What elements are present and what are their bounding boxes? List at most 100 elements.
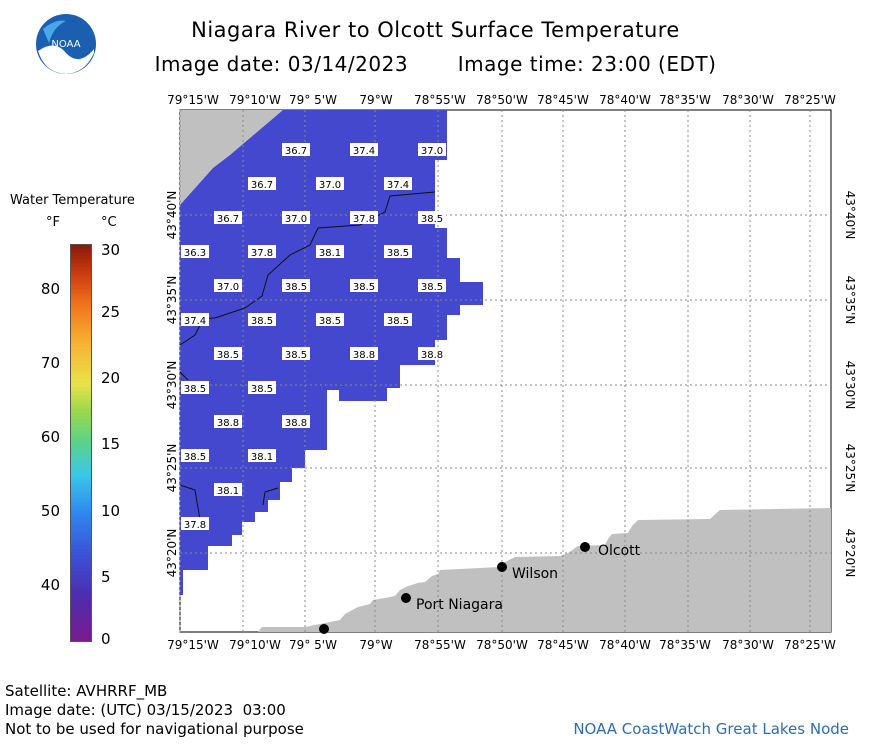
latitude-labels-left: 43°40'N 43°35'N 43°30'N 43°25'N 43°20'N (165, 191, 179, 578)
longitude-label: 78°45'W (537, 638, 589, 652)
f-tick-50: 50 (40, 502, 60, 520)
temperature-value: 38.5 (387, 316, 409, 327)
temperature-label-box (248, 449, 276, 462)
temperature-label-box (350, 279, 378, 292)
c-tick-30: 30 (101, 241, 121, 259)
temperature-label-box (214, 279, 242, 292)
town-marker-port-niagara (401, 593, 411, 603)
temperature-label-box (248, 177, 276, 190)
longitude-label: 78°45'W (537, 93, 589, 107)
logo-text: NOAA (51, 39, 80, 50)
f-tick-80: 80 (40, 280, 60, 298)
temperature-label-box (316, 245, 344, 258)
latitude-label: 43°35'N (165, 276, 179, 325)
temperature-value: 38.5 (285, 282, 307, 293)
f-tick-40: 40 (40, 576, 60, 594)
temperature-value: 38.1 (251, 452, 273, 463)
temperature-label-box (181, 245, 209, 258)
f-tick-60: 60 (40, 428, 60, 446)
utc-date-label: Image date: (UTC) 03/15/2023 03:00 (5, 701, 286, 719)
temperature-value: 37.0 (217, 282, 239, 293)
longitude-labels-top: 79°15'W 79°10'W 79° 5'W 79°W 78°55'W 78°50'W 7… (167, 93, 836, 107)
temperature-label-box (282, 279, 310, 292)
town-label-olcott: Olcott (598, 543, 641, 559)
noaa-logo: NOAA (35, 13, 97, 75)
c-tick-5: 5 (101, 568, 111, 586)
temperature-value: 37.8 (353, 214, 375, 225)
latitude-labels-right: 43°40'N 43°35'N 43°30'N 43°25'N 43°20'N (843, 191, 857, 578)
temperature-label-box (214, 415, 242, 428)
temperature-value: 36.7 (251, 180, 273, 191)
temperature-value: 38.5 (353, 282, 375, 293)
temperature-label-box (214, 211, 242, 224)
longitude-label: 79° 5'W (289, 638, 337, 652)
temperature-value: 37.4 (184, 316, 206, 327)
temperature-label-box (214, 347, 242, 360)
temperature-label-box (384, 177, 412, 190)
latitude-label: 43°25'N (165, 444, 179, 493)
longitude-label: 78°25'W (784, 638, 836, 652)
temperature-label-box (418, 347, 446, 360)
temperature-value: 37.4 (387, 180, 409, 191)
disclaimer: Not to be used for navigational purpose (5, 720, 304, 738)
latitude-label: 43°35'N (843, 276, 857, 325)
latitude-label: 43°20'N (843, 529, 857, 578)
border-line (179, 191, 436, 321)
town-label-port-niagara: Port Niagara (416, 597, 503, 613)
temperature-value: 38.8 (353, 350, 375, 361)
temperature-value: 38.1 (217, 486, 239, 497)
temperature-label-box (350, 347, 378, 360)
latitude-label: 43°40'N (843, 191, 857, 240)
temperature-label-box (248, 245, 276, 258)
longitude-label: 79°W (359, 638, 392, 652)
legend-unit-f: °F (46, 215, 60, 230)
longitude-label: 78°50'W (476, 638, 528, 652)
longitude-label: 78°55'W (414, 638, 466, 652)
town-marker (319, 624, 329, 634)
longitude-label: 79° 5'W (289, 93, 337, 107)
legend-title: Water Temperature (10, 193, 135, 208)
longitude-label: 78°30'W (722, 638, 774, 652)
temperature-value: 38.5 (421, 214, 443, 225)
image-time: Image time: 23:00 (EDT) (457, 52, 717, 76)
c-tick-10: 10 (101, 502, 121, 520)
temperature-value: 38.1 (319, 248, 341, 259)
longitude-label: 78°25'W (784, 93, 836, 107)
temperature-value: 38.5 (184, 384, 206, 395)
latitude-label: 43°25'N (843, 444, 857, 493)
temperature-value: 37.0 (421, 146, 443, 157)
temperature-value: 38.8 (217, 418, 239, 429)
town-marker-olcott (580, 542, 590, 552)
image-date-time: Image date: 03/14/2023 Image time: 23:00… (0, 52, 871, 76)
image-date: Image date: 03/14/2023 (154, 52, 409, 76)
longitude-label: 78°35'W (659, 638, 711, 652)
longitude-labels-bottom: 79°15'W 79°10'W 79° 5'W 79°W 78°55'W 78°50'W 7… (167, 638, 836, 652)
temperature-label-box (248, 313, 276, 326)
f-tick-70: 70 (40, 354, 60, 372)
temperature-label-box (248, 381, 276, 394)
latitude-label: 43°30'N (843, 361, 857, 410)
towns: Port Niagara Wilson Olcott (319, 542, 641, 634)
coastwatch-node: NOAA CoastWatch Great Lakes Node (573, 720, 849, 738)
longitude-label: 78°55'W (414, 93, 466, 107)
temperature-value: 38.8 (285, 418, 307, 429)
temperature-value: 36.7 (285, 146, 307, 157)
temperature-value: 37.0 (319, 180, 341, 191)
temperature-value: 38.5 (251, 316, 273, 327)
temperature-value: 37.8 (251, 248, 273, 259)
temperature-value: 36.3 (184, 248, 206, 259)
temperature-label-box (282, 347, 310, 360)
temperature-label-box (418, 143, 446, 156)
temperature-label-box (384, 245, 412, 258)
latitude-label: 43°40'N (165, 191, 179, 240)
temperature-value: 38.5 (387, 248, 409, 259)
page-title: Niagara River to Olcott Surface Temperat… (191, 18, 680, 42)
map-grid (179, 110, 831, 632)
temperature-label-box (384, 313, 412, 326)
latitude-label: 43°30'N (165, 361, 179, 410)
temperature-value: 37.0 (285, 214, 307, 225)
temperature-label-box (316, 177, 344, 190)
temperature-value: 38.8 (421, 350, 443, 361)
temperature-value: 38.5 (421, 282, 443, 293)
latitude-label: 43°20'N (165, 529, 179, 578)
